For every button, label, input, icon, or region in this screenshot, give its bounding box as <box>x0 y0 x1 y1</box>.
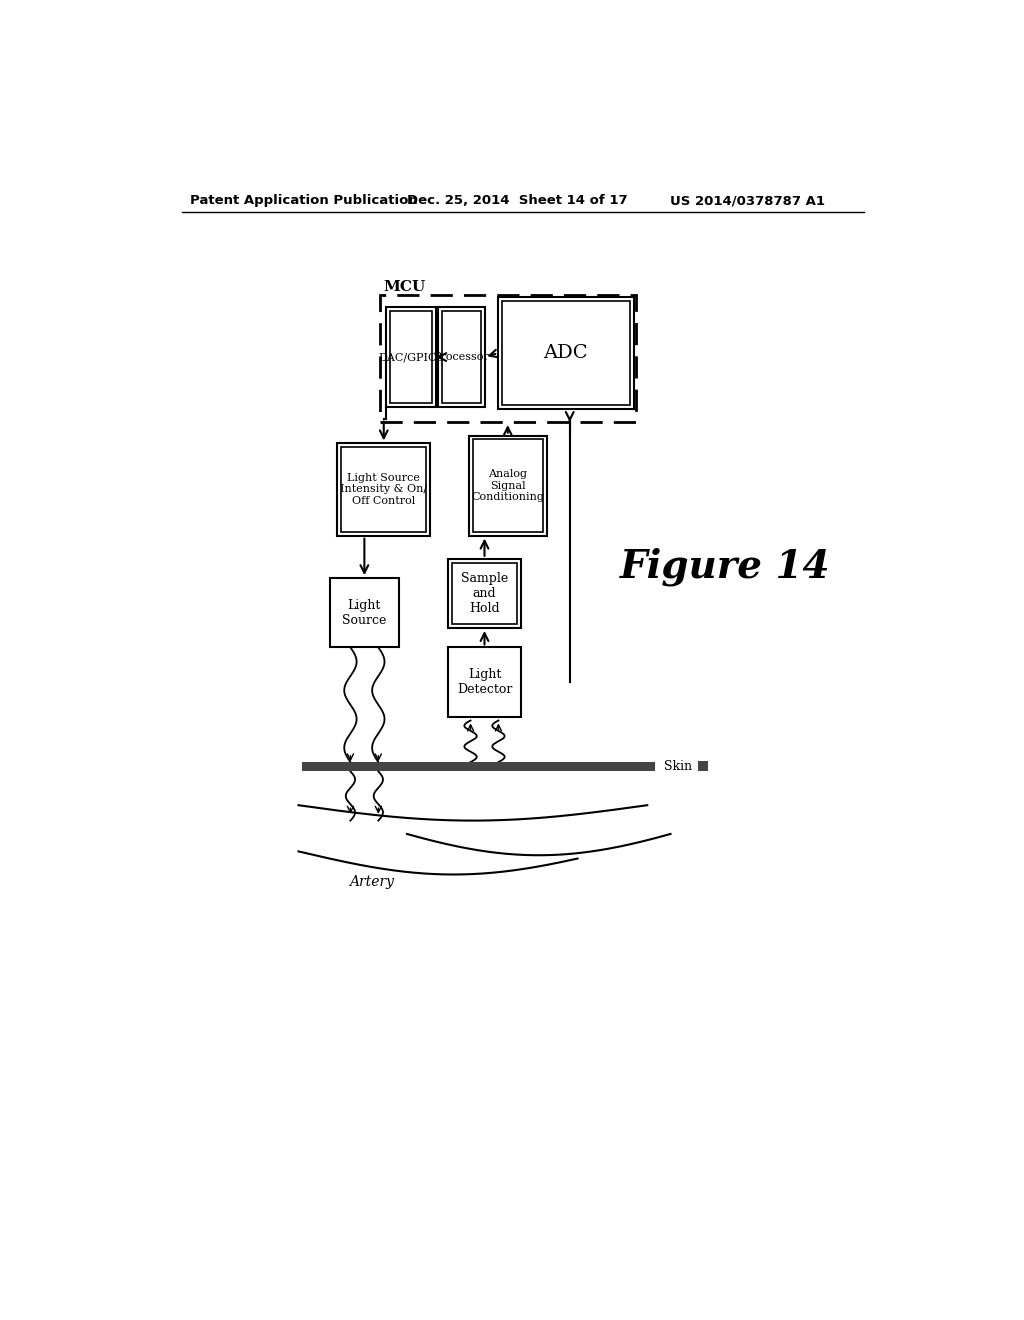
Text: Processor: Processor <box>433 352 489 362</box>
Bar <box>473 440 543 532</box>
Bar <box>302 762 655 771</box>
Bar <box>447 647 521 717</box>
Text: Light Source
Intensity & On/
Off Control: Light Source Intensity & On/ Off Control <box>340 473 427 506</box>
Text: DAC/GPIOs: DAC/GPIOs <box>379 352 443 362</box>
Text: Light
Detector: Light Detector <box>457 668 512 696</box>
Bar <box>330 578 399 647</box>
Bar <box>697 760 709 771</box>
Text: Sample
and
Hold: Sample and Hold <box>461 572 508 615</box>
Text: Dec. 25, 2014  Sheet 14 of 17: Dec. 25, 2014 Sheet 14 of 17 <box>407 194 628 207</box>
Bar <box>386 308 436 407</box>
Text: Figure 14: Figure 14 <box>620 548 830 586</box>
Bar <box>337 444 430 536</box>
Bar <box>452 562 517 624</box>
Bar <box>438 308 484 407</box>
Text: Patent Application Publication: Patent Application Publication <box>190 194 418 207</box>
Bar <box>389 312 432 404</box>
Bar <box>341 447 426 532</box>
Bar <box>442 312 480 404</box>
Text: MCU: MCU <box>384 280 426 293</box>
Text: ADC: ADC <box>544 345 588 362</box>
Bar <box>469 436 547 536</box>
Bar <box>502 301 630 405</box>
Text: Artery: Artery <box>349 875 394 890</box>
Bar <box>380 296 636 422</box>
Text: Skin: Skin <box>665 760 692 774</box>
Text: Light
Source: Light Source <box>342 599 387 627</box>
Text: US 2014/0378787 A1: US 2014/0378787 A1 <box>671 194 825 207</box>
Text: Analog
Signal
Conditioning: Analog Signal Conditioning <box>471 469 544 502</box>
Bar <box>447 558 521 628</box>
Bar <box>498 297 634 409</box>
